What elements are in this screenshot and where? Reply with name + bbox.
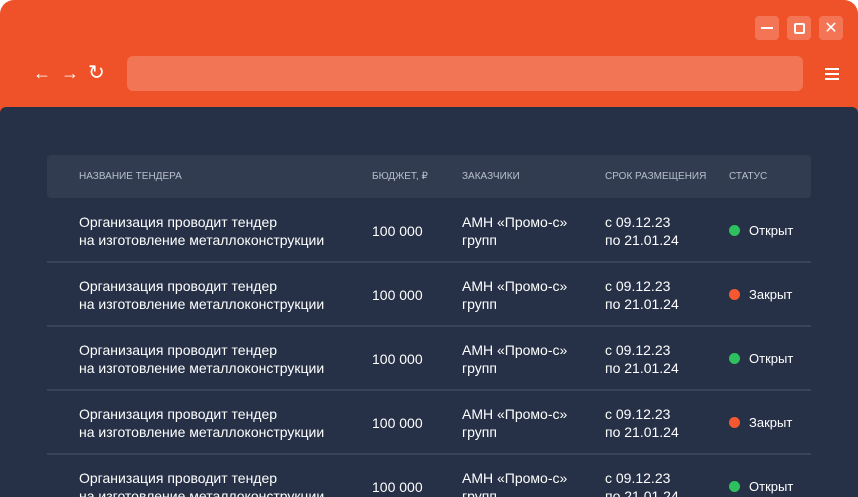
customer-line: групп — [462, 232, 497, 248]
content-area: НАЗВАНИЕ ТЕНДЕРА БЮДЖЕТ, ₽ ЗАКАЗЧИКИ СРО… — [0, 107, 858, 497]
table-row[interactable]: Организация проводит тендер на изготовлен… — [47, 455, 811, 497]
minimize-icon — [761, 27, 773, 29]
status-dot-icon — [729, 353, 740, 364]
period: с 09.12.23 по 21.01.24 — [605, 405, 679, 441]
minimize-button[interactable] — [755, 16, 779, 40]
period-end: по 21.01.24 — [605, 360, 679, 376]
forward-button[interactable]: → — [61, 63, 79, 83]
customer: АМН «Промо-с» групп — [462, 277, 567, 313]
customer: АМН «Промо-с» групп — [462, 213, 567, 249]
tender-name-line: на изготовление металлоконструкции — [79, 360, 325, 376]
status-badge: Закрыт — [749, 287, 793, 302]
customer: АМН «Промо-с» групп — [462, 341, 567, 377]
status-dot-icon — [729, 289, 740, 300]
customer-line: АМН «Промо-с» — [462, 342, 568, 358]
close-button[interactable]: ✕ — [819, 16, 843, 40]
customer-line: АМН «Промо-с» — [462, 406, 568, 422]
period: с 09.12.23 по 21.01.24 — [605, 341, 679, 377]
tender-name-line: Организация проводит тендер — [79, 214, 278, 230]
maximize-button[interactable] — [787, 16, 811, 40]
forward-arrow-icon: → — [61, 63, 79, 83]
period-end: по 21.01.24 — [605, 296, 679, 312]
customer-line: групп — [462, 360, 497, 376]
tender-name[interactable]: Организация проводит тендер на изготовлен… — [79, 341, 324, 377]
table-header: НАЗВАНИЕ ТЕНДЕРА БЮДЖЕТ, ₽ ЗАКАЗЧИКИ СРО… — [47, 155, 811, 198]
status-badge: Открыт — [749, 223, 794, 238]
status-badge: Закрыт — [749, 415, 793, 430]
header-status[interactable]: СТАТУС — [729, 171, 768, 182]
period-start: с 09.12.23 — [605, 470, 671, 486]
tender-name[interactable]: Организация проводит тендер на изготовлен… — [79, 405, 324, 441]
period-end: по 21.01.24 — [605, 232, 679, 248]
tender-name-line: Организация проводит тендер — [79, 470, 278, 486]
header-budget[interactable]: БЮДЖЕТ, ₽ — [372, 171, 428, 182]
header-period[interactable]: СРОК РАЗМЕЩЕНИЯ — [605, 171, 707, 182]
period: с 09.12.23 по 21.01.24 — [605, 469, 679, 497]
tender-name-line: на изготовление металлоконструкции — [79, 424, 325, 440]
budget: 100 000 — [372, 415, 423, 431]
period: с 09.12.23 по 21.01.24 — [605, 213, 679, 249]
customer: АМН «Промо-с» групп — [462, 469, 567, 497]
period-start: с 09.12.23 — [605, 214, 671, 230]
back-arrow-icon: ← — [33, 63, 51, 83]
maximize-icon — [793, 22, 805, 34]
table-row[interactable]: Организация проводит тендер на изготовлен… — [47, 199, 811, 263]
table-row[interactable]: Организация проводит тендер на изготовлен… — [47, 327, 811, 391]
period-end: по 21.01.24 — [605, 424, 679, 440]
table-row[interactable]: Организация проводит тендер на изготовлен… — [47, 391, 811, 455]
reload-button[interactable]: ↻ — [88, 63, 105, 83]
period-start: с 09.12.23 — [605, 342, 671, 358]
period: с 09.12.23 по 21.01.24 — [605, 277, 679, 313]
tender-name-line: на изготовление металлоконструкции — [79, 296, 325, 312]
tender-name[interactable]: Организация проводит тендер на изготовлен… — [79, 469, 324, 497]
tender-name-line: Организация проводит тендер — [79, 278, 278, 294]
period-start: с 09.12.23 — [605, 406, 671, 422]
back-button[interactable]: ← — [33, 63, 51, 83]
tender-name[interactable]: Организация проводит тендер на изготовлен… — [79, 277, 324, 313]
budget: 100 000 — [372, 479, 423, 495]
customer-line: групп — [462, 424, 497, 440]
customer-line: АМН «Промо-с» — [462, 214, 568, 230]
menu-icon[interactable] — [825, 68, 839, 80]
tender-name-line: на изготовление металлоконструкции — [79, 232, 325, 248]
period-end: по 21.01.24 — [605, 488, 679, 497]
header-name[interactable]: НАЗВАНИЕ ТЕНДЕРА — [79, 171, 182, 182]
budget: 100 000 — [372, 351, 423, 367]
reload-icon: ↻ — [88, 62, 105, 84]
customer-line: АМН «Промо-с» — [462, 470, 568, 486]
table-row[interactable]: Организация проводит тендер на изготовлен… — [47, 263, 811, 327]
header-customers[interactable]: ЗАКАЗЧИКИ — [462, 171, 520, 182]
status-dot-icon — [729, 417, 740, 428]
tender-name-line: Организация проводит тендер — [79, 342, 278, 358]
customer: АМН «Промо-с» групп — [462, 405, 567, 441]
tender-name-line: Организация проводит тендер — [79, 406, 278, 422]
tender-name-line: на изготовление металлоконструкции — [79, 488, 325, 497]
budget: 100 000 — [372, 223, 423, 239]
customer-line: групп — [462, 296, 497, 312]
status-badge: Открыт — [749, 351, 794, 366]
address-bar[interactable] — [127, 56, 803, 91]
customer-line: АМН «Промо-с» — [462, 278, 568, 294]
status-dot-icon — [729, 225, 740, 236]
status-dot-icon — [729, 481, 740, 492]
customer-line: групп — [462, 488, 497, 497]
close-icon: ✕ — [824, 20, 838, 37]
tender-name[interactable]: Организация проводит тендер на изготовлен… — [79, 213, 324, 249]
period-start: с 09.12.23 — [605, 278, 671, 294]
status-badge: Открыт — [749, 479, 794, 494]
budget: 100 000 — [372, 287, 423, 303]
